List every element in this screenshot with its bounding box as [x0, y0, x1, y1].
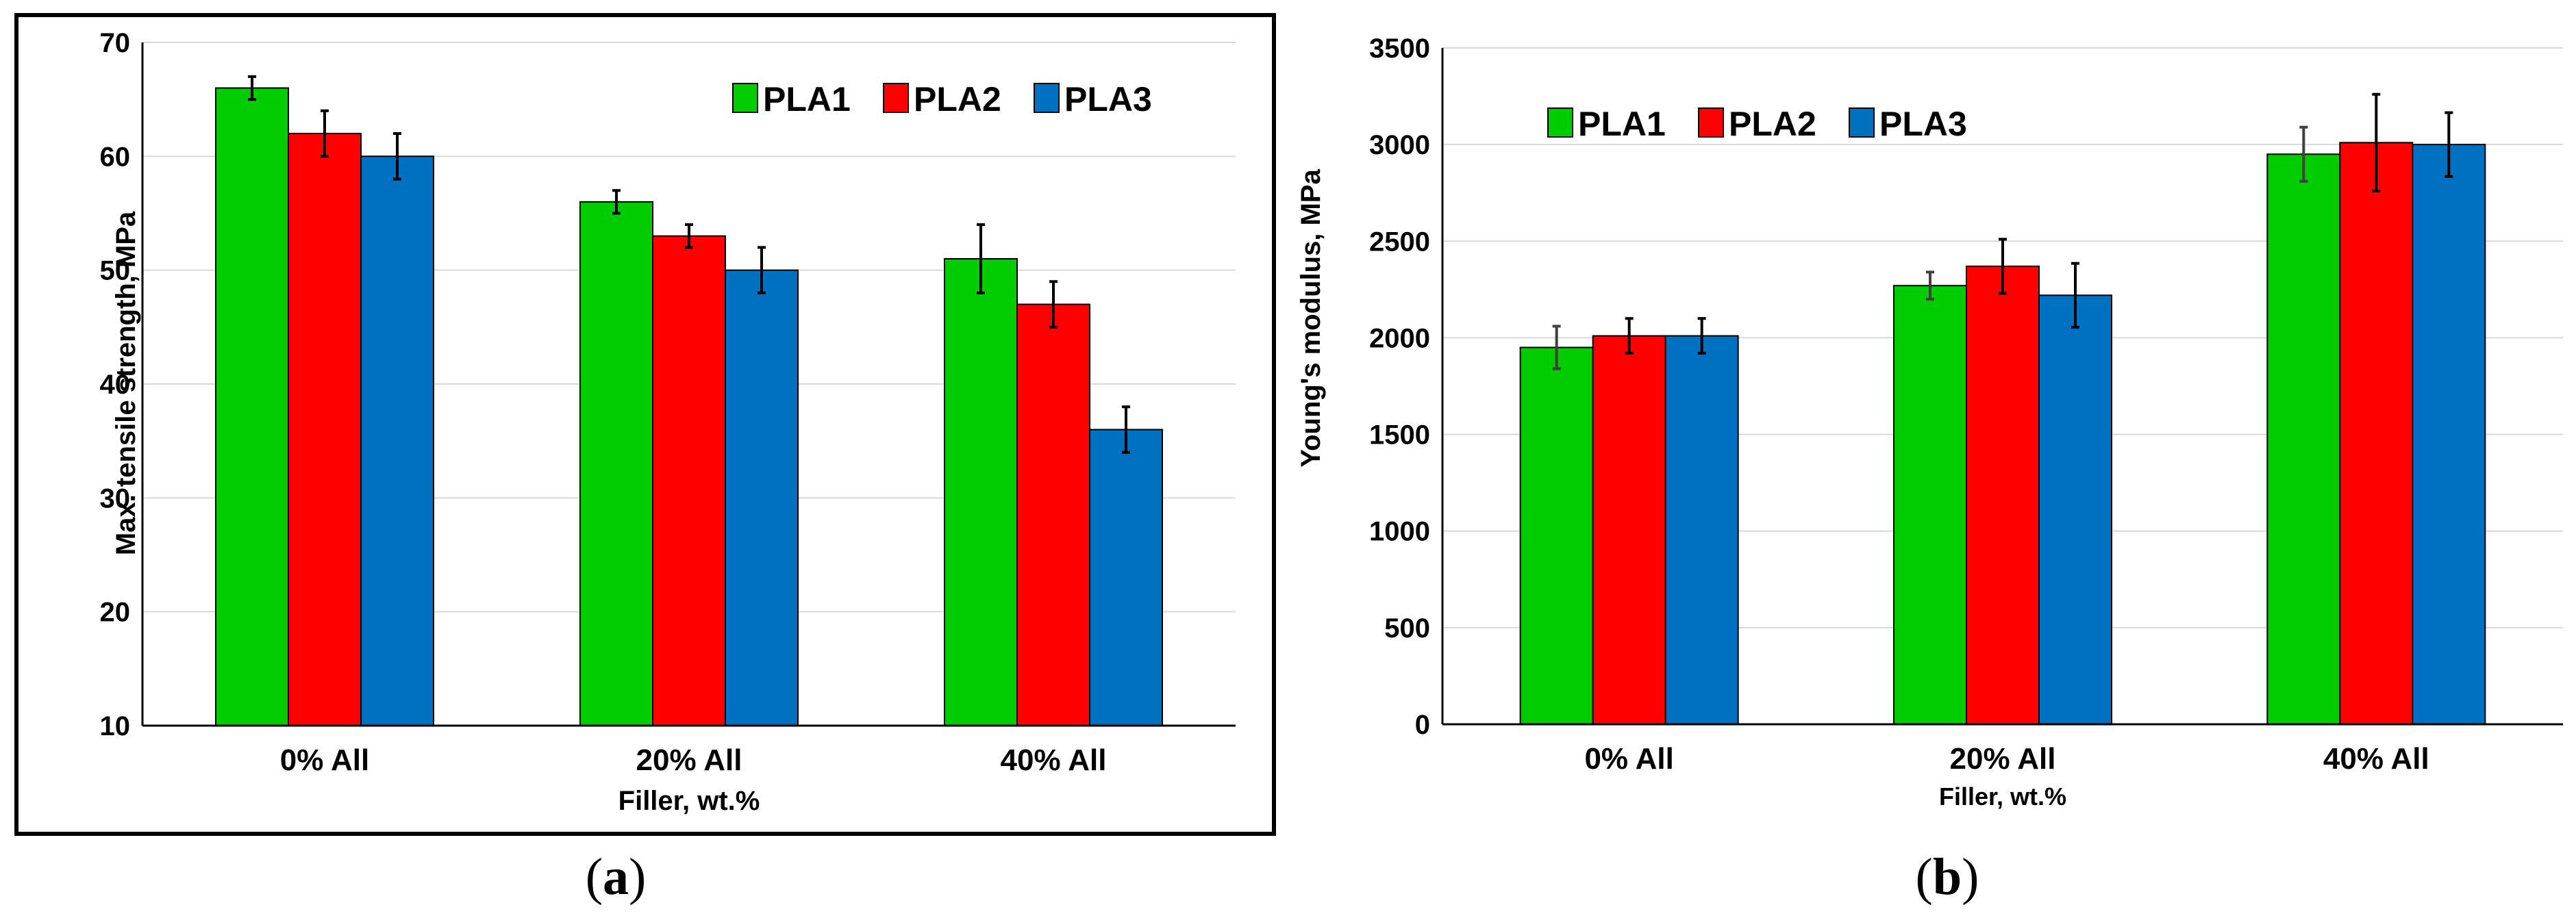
caption-a-letter: a [603, 848, 629, 906]
chart-frame [14, 13, 1276, 836]
bar-pla1 [215, 87, 289, 727]
panel-caption-a: (a) [513, 847, 718, 907]
caption-b-open: ( [1915, 848, 1933, 906]
legend-label-pla2: PLA2 [914, 80, 1001, 118]
y-tick-label: 30 [100, 483, 131, 513]
caption-a-open: ( [585, 848, 603, 906]
bar-pla2 [1016, 303, 1090, 727]
y-tick-label: 0 [1415, 710, 1430, 740]
x-tick-label: 20% All [636, 743, 742, 777]
bar-pla3 [2038, 294, 2112, 725]
y-axis-title: Young's modulus, MPa [1296, 169, 1326, 468]
x-tick-label: 20% All [1950, 742, 2056, 776]
legend-swatch-pla2 [1698, 107, 1724, 138]
bar-pla1 [579, 201, 653, 727]
bar-pla2 [2339, 142, 2414, 725]
legend-label-pla3: PLA3 [1879, 105, 1967, 143]
bar-pla3 [1664, 335, 1739, 725]
bar-pla2 [288, 133, 362, 727]
bar-pla1 [944, 258, 1018, 726]
y-tick-label: 50 [100, 256, 131, 286]
legend-label-pla2: PLA2 [1729, 105, 1816, 143]
chart-b: 0 500 1000 1500 2000 2500 3000 3500 0% All 20% Al… [1296, 34, 2563, 811]
caption-a-close: ) [629, 848, 647, 906]
chart-a: 10 20 30 40 50 60 70 0% All 20% All 40% All Filler… [14, 13, 1276, 836]
y-tick-label: 10 [100, 711, 131, 741]
legend-label-pla1: PLA1 [763, 80, 851, 118]
y-tick-label: 70 [100, 28, 131, 58]
bar-pla2 [1592, 335, 1666, 725]
caption-b-close: ) [1962, 848, 1979, 906]
legend-swatch-pla3 [1849, 107, 1875, 138]
bar-pla1 [1519, 346, 1594, 725]
x-axis-title: Filler, wt.% [1939, 782, 2066, 811]
panel-caption-b: (b) [1845, 847, 2050, 907]
y-tick-label: 500 [1384, 613, 1430, 643]
y-tick-label: 2500 [1369, 227, 1430, 257]
legend-swatch-pla1 [1547, 107, 1573, 138]
y-tick-label: 1500 [1369, 420, 1430, 450]
bar-pla2 [652, 235, 726, 726]
caption-b-letter: b [1932, 848, 1962, 906]
bar-pla3 [360, 155, 434, 727]
bar-pla2 [1966, 265, 2040, 725]
x-tick-label: 40% All [1001, 743, 1107, 777]
bar-pla1 [2266, 153, 2341, 725]
legend-label-pla3: PLA3 [1064, 80, 1152, 118]
legend-swatch-pla3 [1034, 83, 1060, 113]
legend-swatch-pla2 [883, 83, 909, 113]
x-tick-label: 0% All [280, 743, 369, 777]
y-tick-label: 2000 [1369, 323, 1430, 353]
y-tick-label: 3500 [1369, 34, 1430, 64]
x-tick-label: 0% All [1584, 742, 1673, 776]
x-tick-label: 40% All [2323, 742, 2429, 776]
y-tick-label: 3000 [1369, 130, 1430, 160]
y-tick-label: 1000 [1369, 517, 1430, 547]
y-tick-label: 40 [100, 370, 131, 400]
bar-pla1 [1893, 285, 1967, 725]
bar-pla3 [725, 269, 799, 726]
x-axis-title: Filler, wt.% [618, 786, 760, 816]
y-tick-label: 20 [100, 598, 131, 628]
y-tick-label: 60 [100, 142, 131, 172]
legend-swatch-pla1 [732, 83, 758, 113]
bar-pla3 [2412, 144, 2486, 725]
bar-pla3 [1089, 429, 1163, 726]
legend-label-pla1: PLA1 [1578, 105, 1666, 143]
y-axis-title: Max. tensile strength, MPa [111, 211, 141, 555]
